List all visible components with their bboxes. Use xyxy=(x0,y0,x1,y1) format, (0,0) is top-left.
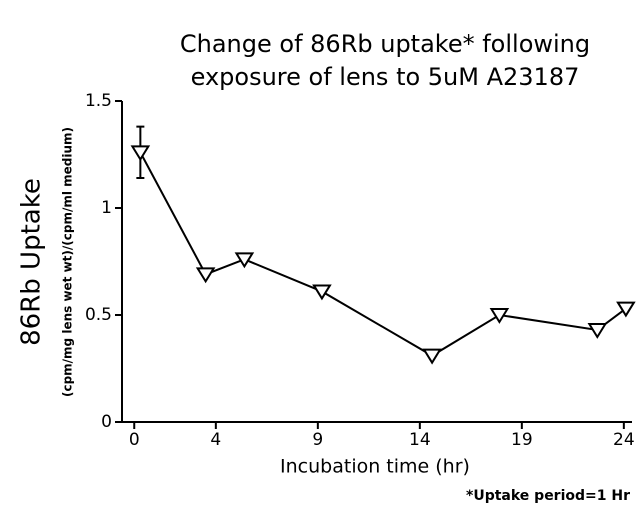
x-tick-label: 19 xyxy=(511,430,533,450)
x-tick-label: 4 xyxy=(210,430,221,450)
marker xyxy=(130,145,151,162)
y-axis-label: 86Rb Uptake xyxy=(17,178,47,346)
chart-title: Change of 86Rb uptake* following xyxy=(180,30,590,58)
x-axis-label: Incubation time (hr) xyxy=(280,456,470,478)
marker xyxy=(234,252,255,269)
chart-title: exposure of lens to 5uM A23187 xyxy=(191,63,580,91)
marker xyxy=(312,284,332,301)
y-tick-label: 1 xyxy=(101,198,112,218)
y-tick-label: 0 xyxy=(101,412,112,432)
marker xyxy=(195,267,216,284)
y-axis-sublabel: (cpm/mg lens wet wt)/(cpm/ml medium) xyxy=(61,127,75,397)
x-tick-label: 14 xyxy=(409,430,431,450)
x-tick-label: 0 xyxy=(129,430,140,450)
marker xyxy=(587,322,608,339)
marker xyxy=(422,348,442,365)
x-tick-label: 9 xyxy=(312,430,323,450)
x-tick-label: 24 xyxy=(613,430,635,450)
y-tick-label: 1.5 xyxy=(85,91,112,111)
line xyxy=(139,151,627,357)
footnote: *Uptake period=1 Hr xyxy=(466,488,630,504)
marker xyxy=(616,301,636,318)
y-tick-label: 0.5 xyxy=(85,305,112,325)
marker xyxy=(489,308,510,324)
